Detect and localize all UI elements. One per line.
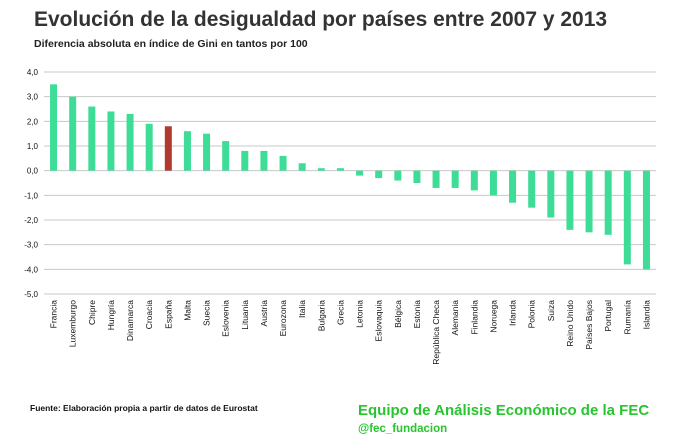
chart-title: Evolución de la desigualdad por países e… xyxy=(34,8,608,31)
y-tick-label: -3,0 xyxy=(24,241,38,250)
bar xyxy=(623,170,631,265)
social-handle: @fec_fundacion xyxy=(358,423,448,435)
bar xyxy=(528,170,536,208)
y-tick-label: -5,0 xyxy=(24,290,38,299)
bar xyxy=(222,141,230,171)
bar xyxy=(451,170,459,188)
bar xyxy=(260,150,268,171)
bar xyxy=(50,84,58,171)
x-tick-label: Bulgaria xyxy=(316,300,326,331)
bar xyxy=(470,170,478,191)
bar xyxy=(183,131,191,171)
x-tick-label: Eurozona xyxy=(278,300,288,337)
x-tick-label: Letonia xyxy=(355,300,365,328)
bar xyxy=(566,170,574,230)
bar xyxy=(69,96,77,171)
x-tick-label: Italia xyxy=(297,300,307,318)
x-tick-label: Luxemburgo xyxy=(68,300,78,348)
bar xyxy=(356,170,364,176)
y-tick-label: 2,0 xyxy=(27,117,39,126)
x-tick-label: Eslovaquia xyxy=(374,300,384,342)
x-tick-label: Grecia xyxy=(335,300,345,325)
x-tick-label: Dinamarca xyxy=(125,300,135,341)
x-tick-label: Reino Unido xyxy=(565,300,575,347)
x-tick-label: Islandia xyxy=(641,300,651,330)
x-tick-label: Estonia xyxy=(412,300,422,329)
bar xyxy=(642,170,650,270)
x-tick-label: Rumanía xyxy=(622,300,632,335)
bar xyxy=(489,170,497,196)
y-tick-label: 1,0 xyxy=(27,142,39,151)
chart-subtitle: Diferencia absoluta en índice de Gini en… xyxy=(34,38,308,50)
bar xyxy=(298,163,306,171)
bar xyxy=(107,111,115,171)
bar xyxy=(604,170,612,235)
bar xyxy=(585,170,593,233)
bar xyxy=(317,168,325,171)
x-tick-label: Lituania xyxy=(240,300,250,330)
x-tick-label: Noruega xyxy=(488,300,498,333)
x-tick-label: República Checa xyxy=(431,300,441,365)
x-tick-label: Irlanda xyxy=(508,300,518,326)
y-tick-label: -1,0 xyxy=(24,191,38,200)
bar xyxy=(375,170,383,179)
bar xyxy=(509,170,517,203)
bar xyxy=(164,126,172,171)
source-note: Fuente: Elaboración propia a partir de d… xyxy=(30,403,258,413)
x-tick-label: Polonia xyxy=(527,300,537,329)
x-tick-label: Malta xyxy=(182,300,192,321)
bar xyxy=(126,113,134,171)
bar xyxy=(203,133,211,171)
bar xyxy=(394,170,402,181)
x-tick-label: Chipre xyxy=(87,300,97,325)
x-tick-label: Suecia xyxy=(202,300,212,326)
bar xyxy=(413,170,421,183)
x-tick-label: Eslovenia xyxy=(221,300,231,337)
x-tick-label: Bélgica xyxy=(393,300,403,328)
bar xyxy=(145,123,153,171)
bar xyxy=(279,155,287,171)
x-tick-label: Finlandia xyxy=(469,300,479,335)
brand-name: Equipo de Análisis Económico de la FEC xyxy=(358,402,650,419)
y-tick-label: -2,0 xyxy=(24,216,38,225)
x-tick-label: Croacia xyxy=(144,300,154,330)
bar xyxy=(241,150,249,171)
bar xyxy=(336,168,344,171)
x-tick-label: Hungría xyxy=(106,300,116,331)
x-tick-label: España xyxy=(163,300,173,329)
x-tick-label: Suiza xyxy=(546,300,556,322)
x-tick-label: Austria xyxy=(259,300,269,327)
x-tick-label: Alemania xyxy=(450,300,460,336)
bar xyxy=(88,106,96,171)
y-tick-label: 3,0 xyxy=(27,93,39,102)
y-tick-label: -4,0 xyxy=(24,265,38,274)
x-tick-label: Francia xyxy=(49,300,59,329)
y-tick-label: 0,0 xyxy=(27,167,39,176)
bar xyxy=(547,170,555,218)
y-tick-label: 4,0 xyxy=(27,68,39,77)
bar xyxy=(432,170,440,188)
x-tick-label: Países Bajos xyxy=(584,300,594,350)
x-tick-label: Portugal xyxy=(603,300,613,332)
